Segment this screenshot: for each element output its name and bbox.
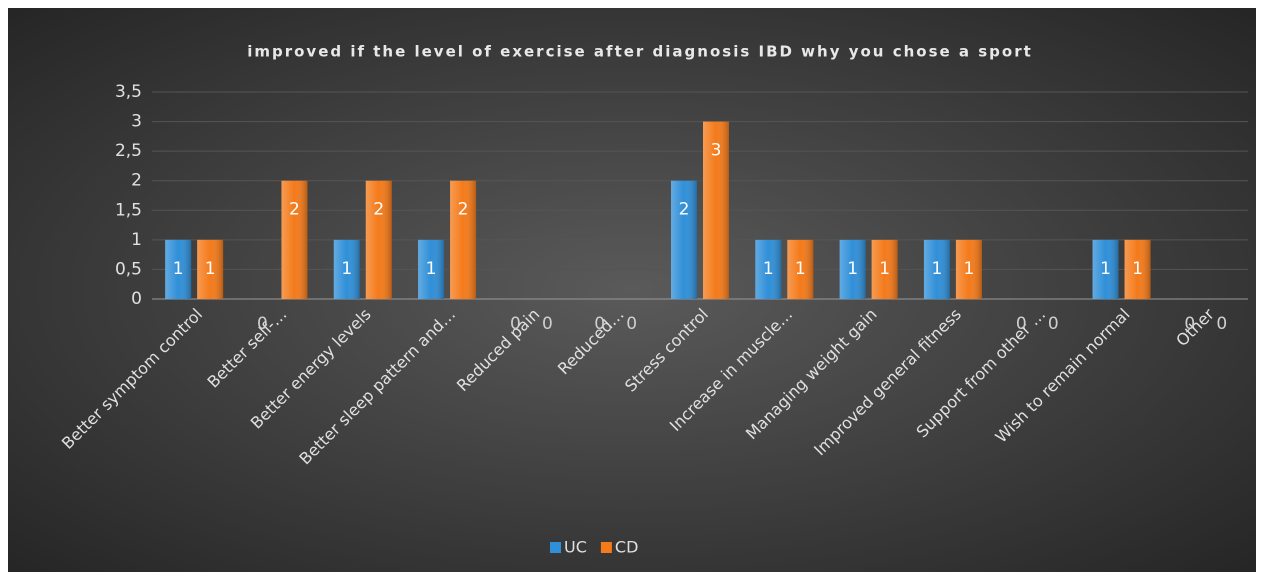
data-label: 1 xyxy=(173,259,184,279)
data-label: 0 xyxy=(257,314,268,334)
bar-shine xyxy=(671,180,697,299)
y-tick-label: 3,5 xyxy=(115,82,142,102)
legend-label: UC xyxy=(564,538,587,557)
data-label: 0 xyxy=(510,314,521,334)
data-label: 3 xyxy=(711,141,722,161)
bar-shine xyxy=(923,239,950,299)
bar-shine xyxy=(1092,239,1119,299)
data-label: 1 xyxy=(879,259,890,279)
bar-shine xyxy=(703,121,729,299)
bar-shine xyxy=(333,239,360,299)
data-label: 1 xyxy=(763,259,774,279)
data-label: 0 xyxy=(1048,314,1059,334)
bar-shine xyxy=(365,180,392,299)
bar-shine xyxy=(165,239,192,299)
data-label: 2 xyxy=(679,200,690,220)
bar-shine xyxy=(450,180,477,299)
data-label: 2 xyxy=(458,200,469,220)
data-label: 1 xyxy=(795,259,806,279)
data-label: 0 xyxy=(1016,314,1027,334)
data-label: 1 xyxy=(932,259,943,279)
bar-shine xyxy=(281,180,308,299)
data-label: 0 xyxy=(542,314,553,334)
data-label: 1 xyxy=(964,259,975,279)
y-tick-label: 0,5 xyxy=(115,259,142,279)
data-label: 1 xyxy=(847,259,858,279)
bar-shine xyxy=(955,239,982,299)
y-tick-label: 2 xyxy=(131,171,142,191)
bar-shine xyxy=(871,239,898,299)
data-label: 1 xyxy=(341,259,352,279)
data-label: 1 xyxy=(1132,259,1143,279)
y-tick-label: 3 xyxy=(131,112,142,132)
y-tick-label: 0 xyxy=(131,289,142,309)
legend-label: CD xyxy=(615,538,639,557)
bar-shine xyxy=(197,239,224,299)
data-label: 1 xyxy=(1100,259,1111,279)
chart-title: improved if the level of exercise after … xyxy=(247,43,1033,61)
data-label: 0 xyxy=(1216,314,1227,334)
legend-swatch xyxy=(550,542,561,553)
legend-swatch xyxy=(600,542,612,553)
data-label: 1 xyxy=(426,259,437,279)
data-label: 1 xyxy=(205,259,216,279)
chart-background xyxy=(8,8,1256,572)
y-tick-label: 2,5 xyxy=(115,141,142,161)
bar-shine xyxy=(839,239,866,299)
data-label: 0 xyxy=(1184,314,1195,334)
y-tick-label: 1,5 xyxy=(115,200,142,220)
bar-shine xyxy=(1124,239,1151,299)
data-label: 2 xyxy=(289,200,300,220)
data-label: 0 xyxy=(594,314,605,334)
y-tick-label: 1 xyxy=(131,230,142,250)
data-label: 2 xyxy=(373,200,384,220)
data-label: 0 xyxy=(626,314,637,334)
bar-shine xyxy=(755,239,782,299)
bar-shine xyxy=(418,239,445,299)
bar-shine xyxy=(787,239,814,299)
